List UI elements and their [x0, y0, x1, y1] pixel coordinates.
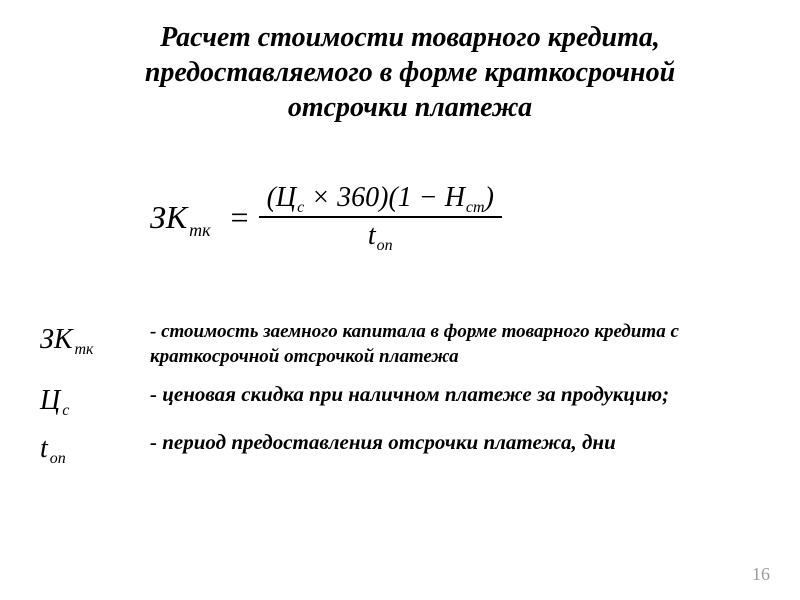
page-number: 16 — [752, 564, 770, 585]
main-formula: ЗК тк = (Цс × 360)(1 − Нст) tоп — [150, 180, 650, 254]
num-const: 360 — [337, 182, 379, 213]
fraction-numerator: (Цс × 360)(1 − Нст) — [259, 180, 502, 216]
slide-page: Расчет стоимости товарного кредита, пред… — [0, 0, 800, 600]
def-row-top: t оп - период предоставления отсрочки пл… — [40, 429, 760, 465]
num-times: × — [304, 182, 337, 213]
formula-lhs: ЗК тк — [150, 199, 211, 236]
def-sym-sub: оп — [50, 450, 66, 468]
def-text-top: - период предоставления отсрочки платежа… — [150, 429, 760, 456]
num-close-open: )(1 − — [379, 182, 445, 213]
definitions-block: ЗК тк - стоимость заемного капитала в фо… — [40, 320, 760, 465]
def-row-ts: Ц с - ценовая скидка при наличном платеж… — [40, 381, 760, 417]
def-text-zk: - стоимость заемного капитала в форме то… — [150, 320, 760, 369]
def-sym-sub: тк — [74, 341, 93, 359]
formula-fraction: (Цс × 360)(1 − Нст) tоп — [259, 180, 502, 254]
def-sym-base: Ц — [40, 385, 60, 417]
num-sym1-sub: с — [297, 199, 304, 216]
num-sym2-base: Н — [445, 182, 465, 213]
def-text-ts: - ценовая скидка при наличном платеже за… — [150, 381, 760, 408]
den-sub: оп — [377, 237, 393, 254]
slide-title: Расчет стоимости товарного кредита, пред… — [130, 20, 690, 125]
num-sym1-base: Ц — [276, 182, 296, 213]
num-open: ( — [267, 182, 276, 213]
lhs-sub: тк — [189, 220, 210, 241]
def-sym-sub: с — [62, 402, 69, 420]
lhs-base: ЗК — [150, 199, 187, 236]
formula-row: ЗК тк = (Цс × 360)(1 − Нст) tоп — [150, 180, 650, 254]
num-close: ) — [485, 182, 494, 213]
def-sym-ts: Ц с — [40, 381, 150, 417]
num-sym2-sub: ст — [466, 199, 485, 216]
def-row-zk: ЗК тк - стоимость заемного капитала в фо… — [40, 320, 760, 369]
def-sym-base: ЗК — [40, 324, 72, 356]
fraction-denominator: tоп — [360, 218, 401, 254]
def-sym-top: t оп — [40, 429, 150, 465]
den-base: t — [368, 220, 376, 251]
def-sym-base: t — [40, 433, 48, 465]
equals-sign: = — [231, 199, 249, 236]
def-sym-zk: ЗК тк — [40, 320, 150, 356]
